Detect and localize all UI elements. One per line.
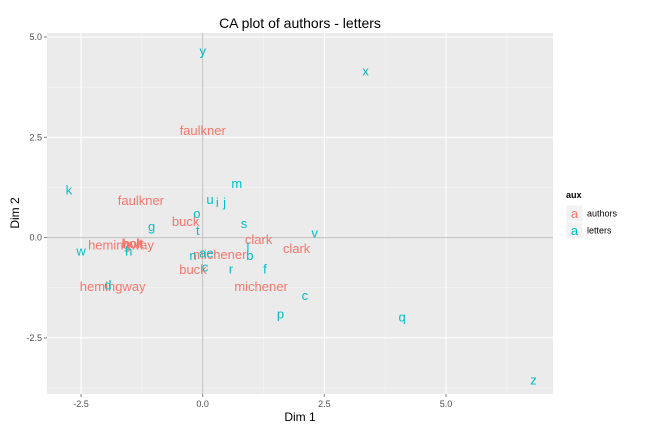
point-label-letters: p <box>277 306 284 321</box>
point-label-letters: g <box>148 219 155 234</box>
point-label-letters: a <box>199 245 207 260</box>
point-label-letters: o <box>193 206 200 221</box>
y-tick-label: 2.5 <box>29 132 42 142</box>
y-tick-label: 0.0 <box>29 233 42 243</box>
point-label-letters: w <box>75 243 86 258</box>
point-label-authors: holt <box>123 236 144 251</box>
axis-ticks: -2.5 0.0 2.5 5.0 -2.5 0.0 2.5 5.0 <box>26 32 452 409</box>
point-label-letters: d <box>104 277 111 292</box>
x-tick-label: 0.0 <box>196 399 209 409</box>
y-tick-label: -2.5 <box>26 333 42 343</box>
point-label-letters: c <box>302 288 309 303</box>
point-label-letters: j <box>222 195 226 210</box>
grid-lines <box>47 33 553 394</box>
point-label-letters: t <box>196 223 200 238</box>
point-label-letters: f <box>263 261 267 276</box>
point-label-letters: n <box>189 248 196 263</box>
point-label-letters: m <box>231 176 242 191</box>
point-label-letters: i <box>216 195 219 210</box>
chart-title: CA plot of authors - letters <box>219 15 381 31</box>
point-label-letters: c <box>202 259 209 274</box>
x-tick-label: -2.5 <box>73 399 89 409</box>
point-label-letters: v <box>311 225 318 240</box>
point-label-authors: buck <box>179 262 207 277</box>
x-axis-label: Dim 1 <box>284 410 316 424</box>
legend-entry-label: letters <box>587 226 612 236</box>
point-label-authors: hemingway <box>88 237 154 252</box>
point-label-authors: michener <box>234 279 288 294</box>
y-tick-label: 5.0 <box>29 32 42 42</box>
legend: aux a authors a letters <box>565 190 618 240</box>
point-label-authors: clark <box>245 232 273 247</box>
point-label-authors: holt <box>122 236 143 251</box>
point-label-authors: michener <box>193 247 247 262</box>
point-label-letters: z <box>530 372 537 387</box>
point-label-letters: y <box>199 44 206 59</box>
plot-panel <box>47 33 553 394</box>
x-tick-label: 5.0 <box>440 399 453 409</box>
point-label-authors: buck <box>172 214 200 229</box>
point-label-letters: u <box>206 192 213 207</box>
point-label-letters: r <box>229 261 234 276</box>
point-label-authors: faulkner <box>180 123 227 138</box>
legend-entry-label: authors <box>587 209 618 219</box>
point-label-letters: q <box>399 309 406 324</box>
point-label-letters: b <box>246 248 253 263</box>
point-label-letters: k <box>66 183 73 198</box>
point-label-letters: s <box>241 216 248 231</box>
point-label-authors: clark <box>283 241 311 256</box>
x-tick-label: 2.5 <box>318 399 331 409</box>
point-label-authors: faulkner <box>118 193 165 208</box>
legend-key <box>565 221 584 240</box>
point-label-letters: x <box>362 64 369 79</box>
point-label-authors: hemingway <box>80 279 146 294</box>
legend-key-glyph: a <box>571 223 579 238</box>
point-labels: faulknerfaulknerbuckbuckhemingwayhemingw… <box>66 44 537 388</box>
point-label-letters: h <box>125 243 132 258</box>
legend-title: aux <box>566 190 582 200</box>
point-label-letters: e <box>206 245 213 260</box>
legend-key-glyph: a <box>571 206 579 221</box>
point-label-letters: l <box>246 240 249 255</box>
y-axis-label: Dim 2 <box>8 197 22 229</box>
